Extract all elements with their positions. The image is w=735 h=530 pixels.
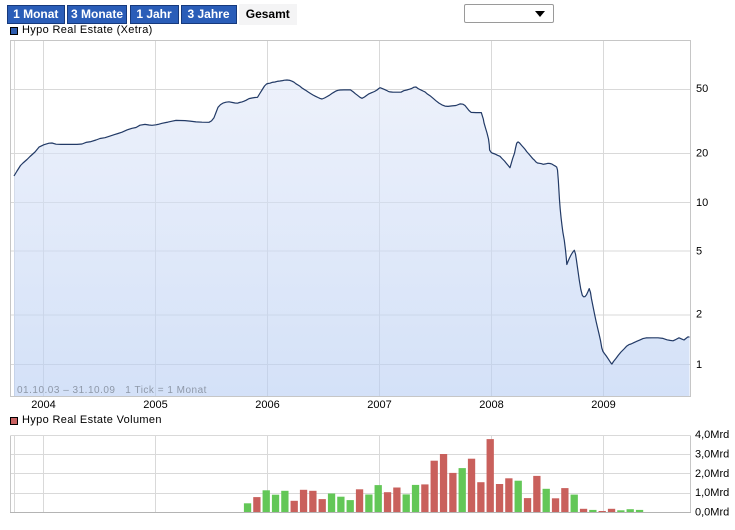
svg-text:1,0Mrd: 1,0Mrd (695, 487, 729, 499)
svg-text:2,0Mrd: 2,0Mrd (695, 468, 729, 480)
svg-text:20: 20 (696, 148, 708, 160)
svg-text:0,0Mrd: 0,0Mrd (695, 506, 729, 518)
svg-text:2004: 2004 (31, 399, 55, 411)
svg-text:2: 2 (696, 309, 702, 321)
svg-text:5: 5 (696, 246, 702, 258)
svg-text:10: 10 (696, 197, 708, 209)
svg-text:2008: 2008 (479, 399, 503, 411)
svg-text:50: 50 (696, 83, 708, 95)
svg-text:2007: 2007 (367, 399, 391, 411)
svg-text:4,0Mrd: 4,0Mrd (695, 429, 729, 441)
svg-text:3,0Mrd: 3,0Mrd (695, 449, 729, 461)
svg-text:01.10.03 – 31.10.09 1 Tick =: 01.10.03 – 31.10.09 1 Tick = 1 Monat (17, 385, 207, 396)
svg-text:2006: 2006 (255, 399, 279, 411)
svg-text:2009: 2009 (591, 399, 615, 411)
svg-text:2005: 2005 (143, 399, 167, 411)
svg-text:1: 1 (696, 359, 702, 371)
